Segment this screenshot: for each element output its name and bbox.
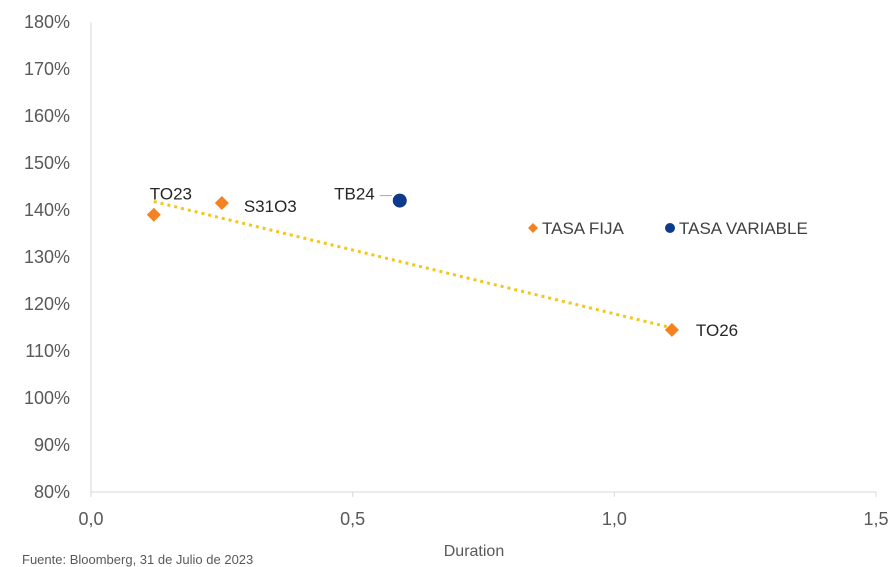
trendline [153,200,673,330]
x-axis-ticks: 0,0 0,5 1,0 1,5 [78,492,889,529]
y-tick-label: 130% [24,247,70,267]
y-tick-label: 120% [24,294,70,314]
legend-entry-label: TASA VARIABLE [679,219,808,238]
y-tick-label: 170% [24,59,70,79]
point-label-tb24: TB24 [334,185,375,204]
data-points: TO23 S31O3 TO26 TB24 [146,185,738,340]
y-tick-label: 100% [24,388,70,408]
point-label-s31o3: S31O3 [244,197,297,216]
point-label-to26: TO26 [696,321,738,340]
x-tick-label: 0,5 [340,509,365,529]
data-point-to23 [146,207,161,222]
data-point-s31o3 [214,195,229,210]
legend-marker [665,223,675,233]
y-tick-label: 110% [25,341,70,361]
y-tick-label: 90% [34,435,70,455]
x-axis-title: Duration [444,543,504,560]
data-point-tb24 [392,193,407,208]
x-tick-label: 0,0 [78,509,103,529]
y-tick-label: 80% [34,482,70,502]
y-tick-label: 150% [24,153,70,173]
y-tick-label: 140% [24,200,70,220]
legend-marker [528,223,538,233]
legend-entry-label: TASA FIJA [542,219,625,238]
y-tick-label: 180% [24,12,70,32]
legend: TASA FIJA TASA VARIABLE [528,219,808,238]
x-tick-label: 1,0 [602,509,627,529]
y-axis-ticks: 80% 90% 100% 110% 120% 130% 140% 150% 160% 170% 18… [24,12,70,502]
y-tick-label: 160% [24,106,70,126]
point-label-to23: TO23 [150,185,192,204]
source-note: Fuente: Bloomberg, 31 de Julio de 2023 [22,552,254,567]
data-point-to26 [664,322,679,337]
x-tick-label: 1,5 [863,509,888,529]
